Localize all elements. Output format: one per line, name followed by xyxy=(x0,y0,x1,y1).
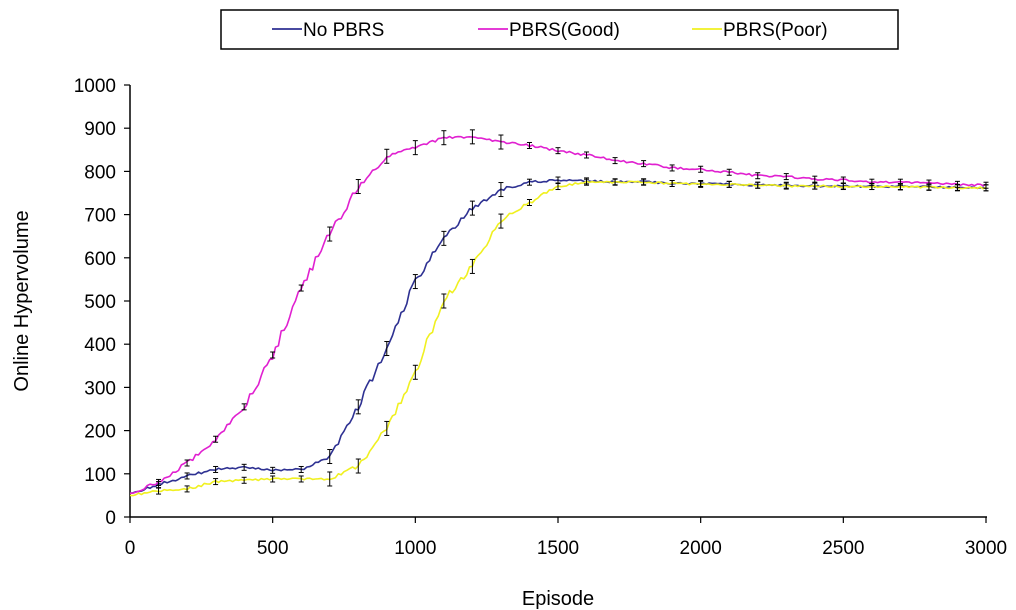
error-bar xyxy=(669,179,675,187)
y-tick-label: 300 xyxy=(84,378,116,399)
error-bar xyxy=(213,478,219,486)
y-tick-label: 600 xyxy=(84,249,116,270)
error-bar xyxy=(954,184,960,192)
error-bar xyxy=(783,173,789,181)
y-tick-label: 200 xyxy=(84,422,116,443)
error-bar xyxy=(184,459,190,467)
x-tick-label: 1000 xyxy=(394,538,436,559)
error-bar xyxy=(412,274,418,290)
axes: 0 100 200 300 400 500 600 700 800 900 1000 0 500 1000… xyxy=(74,76,1007,559)
error-bar xyxy=(641,178,647,186)
error-bar xyxy=(669,164,675,172)
error-bar xyxy=(469,129,475,145)
series-line-no-pbrs xyxy=(129,179,987,494)
error-bar xyxy=(384,420,390,436)
error-bar xyxy=(384,341,390,357)
error-bar xyxy=(327,471,333,487)
y-tick-label: 1000 xyxy=(74,76,116,97)
error-bar xyxy=(270,466,276,474)
error-bar xyxy=(783,182,789,190)
x-tick-label: 3000 xyxy=(965,538,1007,559)
error-bar xyxy=(897,183,903,191)
error-bar xyxy=(526,141,532,149)
x-tick-label: 2500 xyxy=(822,538,864,559)
error-bar xyxy=(555,147,561,155)
error-bar xyxy=(612,178,618,186)
legend-label: PBRS(Poor) xyxy=(723,20,828,41)
legend-label: PBRS(Good) xyxy=(509,20,620,41)
error-bar xyxy=(241,403,247,411)
error-bar xyxy=(213,465,219,473)
error-bar xyxy=(355,179,361,195)
x-tick-label: 1500 xyxy=(537,538,579,559)
error-bar xyxy=(184,472,190,480)
error-bar xyxy=(641,160,647,168)
error-bar xyxy=(726,180,732,188)
error-bar xyxy=(812,182,818,190)
error-bar xyxy=(241,463,247,471)
error-bar xyxy=(298,475,304,483)
error-bar xyxy=(498,213,504,229)
error-bar xyxy=(469,200,475,216)
error-bar xyxy=(612,157,618,165)
legend-label: No PBRS xyxy=(303,20,384,41)
error-bar xyxy=(869,183,875,191)
error-bar xyxy=(983,184,989,192)
error-bar xyxy=(469,258,475,274)
error-bar xyxy=(298,284,304,292)
error-bar xyxy=(327,449,333,465)
error-bar xyxy=(498,134,504,150)
y-tick-label: 100 xyxy=(84,465,116,486)
y-tick-label: 500 xyxy=(84,292,116,313)
error-bar xyxy=(355,399,361,415)
series-layer xyxy=(129,135,987,497)
x-tick-label: 500 xyxy=(257,538,289,559)
error-bar xyxy=(327,226,333,242)
error-bar xyxy=(441,130,447,146)
error-bar xyxy=(270,475,276,483)
error-bar xyxy=(526,199,532,207)
series-line-pbrs-poor xyxy=(129,180,987,497)
error-bar xyxy=(384,148,390,164)
error-bar xyxy=(584,151,590,159)
error-bar xyxy=(726,168,732,176)
error-bar xyxy=(270,351,276,359)
error-bar xyxy=(213,435,219,443)
y-tick-label: 700 xyxy=(84,206,116,227)
y-tick-label: 900 xyxy=(84,119,116,140)
error-bar xyxy=(441,230,447,246)
error-bar xyxy=(441,293,447,309)
error-bar xyxy=(355,458,361,474)
error-bar xyxy=(840,183,846,191)
error-bar xyxy=(812,175,818,183)
y-tick-label: 0 xyxy=(105,508,116,529)
error-bar xyxy=(755,181,761,189)
error-bar xyxy=(698,165,704,173)
y-tick-label: 400 xyxy=(84,335,116,356)
x-tick-label: 2000 xyxy=(680,538,722,559)
x-tick-label: 0 xyxy=(125,538,136,559)
error-bar xyxy=(555,183,561,191)
error-bar xyxy=(698,180,704,188)
error-bar xyxy=(241,476,247,484)
y-tick-label: 800 xyxy=(84,162,116,183)
error-bar xyxy=(412,364,418,380)
error-bar xyxy=(926,183,932,191)
error-bar xyxy=(184,485,190,493)
error-bar xyxy=(298,465,304,473)
legend: No PBRS PBRS(Good) PBRS(Poor) xyxy=(220,9,899,50)
legend-box xyxy=(220,9,899,50)
error-bar xyxy=(156,487,162,495)
error-bar xyxy=(526,178,532,186)
y-axis-label: Online Hypervolume xyxy=(11,210,33,391)
errorbar-layer xyxy=(156,129,989,495)
error-bar xyxy=(412,140,418,156)
error-bar xyxy=(498,182,504,198)
error-bar xyxy=(584,178,590,186)
error-bar xyxy=(156,478,162,486)
x-axis-label: Episode xyxy=(522,588,594,610)
error-bar xyxy=(755,172,761,180)
